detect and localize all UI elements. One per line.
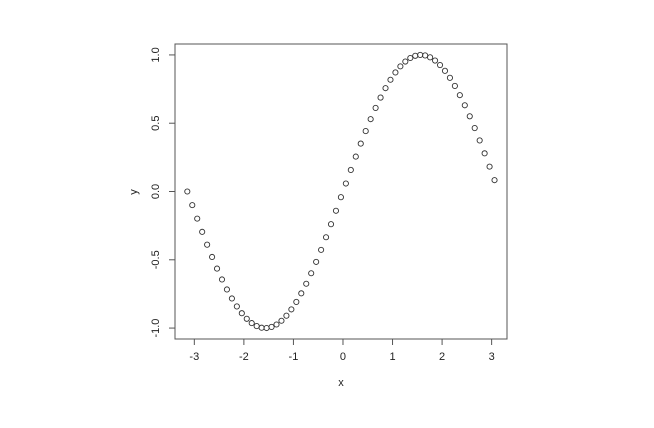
- data-point: [268, 323, 275, 330]
- data-point: [387, 76, 394, 83]
- data-point: [199, 228, 206, 235]
- data-point: [342, 180, 349, 187]
- data-point: [313, 258, 320, 265]
- data-point: [223, 286, 231, 293]
- data-point: [337, 194, 344, 201]
- x-axis-label: x: [338, 377, 344, 389]
- x-tick-label: 3: [489, 351, 495, 363]
- data-point: [392, 69, 399, 76]
- data-point: [184, 188, 191, 195]
- data-point: [204, 241, 211, 248]
- x-tick-label: 0: [340, 351, 346, 363]
- data-point: [228, 295, 235, 302]
- x-tick-label: 1: [389, 351, 395, 363]
- data-point: [427, 54, 434, 61]
- data-point: [263, 324, 270, 332]
- data-point: [412, 52, 419, 59]
- data-point: [352, 153, 359, 160]
- data-point: [486, 163, 493, 170]
- data-point: [432, 57, 439, 64]
- data-point: [347, 166, 354, 174]
- data-point: [323, 234, 330, 241]
- data-point: [461, 102, 468, 109]
- data-point: [407, 54, 414, 62]
- data-point: [278, 317, 285, 324]
- y-axis: -1.0 -0.5 0.0 0.5 1.0: [150, 47, 176, 338]
- data-point: [481, 150, 488, 157]
- x-axis: -3 -2 -1 0 1 2 3: [189, 338, 495, 363]
- y-tick-label: 0.5: [150, 116, 162, 131]
- data-point: [194, 215, 201, 222]
- data-points: [184, 51, 498, 332]
- data-point: [456, 92, 463, 99]
- y-tick-label: 0.0: [150, 184, 162, 199]
- x-tick-label: 2: [439, 351, 445, 363]
- data-point: [288, 306, 295, 313]
- data-point: [327, 221, 335, 228]
- y-tick-label: -1.0: [150, 319, 162, 338]
- data-point: [238, 310, 245, 317]
- data-point: [367, 116, 374, 123]
- data-point: [476, 137, 483, 144]
- y-axis-label: y: [128, 189, 140, 195]
- x-tick-label: -2: [239, 351, 249, 363]
- data-point: [377, 94, 384, 101]
- data-point: [213, 265, 221, 272]
- data-point: [436, 62, 444, 69]
- data-point: [189, 202, 196, 209]
- data-point: [293, 298, 300, 305]
- y-tick-label: -0.5: [150, 250, 162, 269]
- data-point: [382, 85, 389, 92]
- data-point: [441, 67, 449, 74]
- data-point: [397, 63, 404, 70]
- data-point: [422, 52, 429, 59]
- data-point: [451, 82, 458, 90]
- data-point: [308, 270, 315, 277]
- data-point: [218, 276, 226, 283]
- data-point: [362, 128, 369, 135]
- data-point: [332, 207, 340, 214]
- data-point: [283, 312, 290, 319]
- x-tick-label: -1: [289, 351, 299, 363]
- data-point: [298, 290, 305, 297]
- data-point: [402, 58, 409, 65]
- data-point: [318, 246, 325, 253]
- data-point: [357, 140, 364, 147]
- x-tick-label: -3: [189, 351, 199, 363]
- data-point: [303, 280, 310, 287]
- data-point: [491, 177, 498, 184]
- data-point: [233, 303, 240, 310]
- data-point: [253, 323, 260, 330]
- plot-frame: [174, 43, 508, 340]
- data-point: [372, 104, 379, 111]
- data-point: [273, 321, 280, 328]
- data-point: [446, 74, 453, 81]
- data-point: [209, 253, 216, 261]
- data-point: [258, 324, 265, 331]
- data-point: [471, 124, 478, 132]
- data-point: [243, 315, 250, 322]
- data-point: [466, 113, 473, 120]
- data-point: [248, 320, 255, 327]
- y-tick-label: 1.0: [150, 47, 162, 62]
- data-point: [417, 51, 424, 58]
